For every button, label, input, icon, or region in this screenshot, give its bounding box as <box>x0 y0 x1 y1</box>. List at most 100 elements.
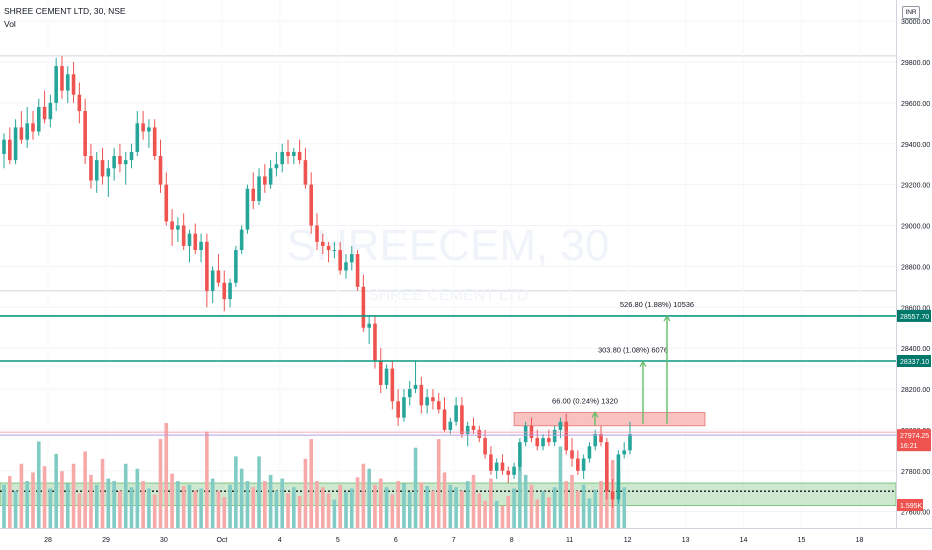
volume-bar <box>402 483 406 528</box>
candle-body <box>77 94 82 112</box>
time-tick-label: 28 <box>44 537 52 544</box>
time-tick-label: 15 <box>798 537 806 544</box>
key-level-label: 28557.70 <box>900 314 929 321</box>
volume-bar <box>251 487 256 528</box>
volume-bar <box>77 493 82 528</box>
price-tick-label: 29000.00 <box>901 224 930 231</box>
time-tick-label: 8 <box>510 537 514 544</box>
volume-bar <box>349 488 354 528</box>
candle-body <box>118 156 122 165</box>
candle-body <box>135 123 140 152</box>
currency-badge[interactable]: INR <box>902 6 920 19</box>
candle-body <box>19 127 24 140</box>
time-tick-label: 12 <box>624 537 632 544</box>
volume-bar <box>31 472 35 528</box>
volume-bar <box>48 488 53 528</box>
candle-body <box>274 164 279 169</box>
volume-bar <box>263 481 267 528</box>
measure-label: 66.00 (0.24%) 1320 <box>552 396 618 405</box>
candle-body <box>454 405 458 422</box>
price-tick-label: 28800.00 <box>901 264 930 271</box>
symbol-title[interactable]: SHREE CEMENT LTD, 30, NSE <box>4 6 126 16</box>
volume-bar <box>477 493 482 528</box>
candle-body <box>292 151 296 157</box>
candle-body <box>268 168 273 185</box>
volume-bar <box>419 482 424 528</box>
candle-body <box>361 286 366 328</box>
candle-body <box>587 446 592 459</box>
volume-bar <box>378 478 383 528</box>
volume-bar <box>593 489 598 528</box>
volume-bar <box>292 487 296 528</box>
candle-body <box>141 123 145 132</box>
candle-body <box>48 102 53 120</box>
support-zone <box>0 482 897 506</box>
volume-bar <box>71 463 76 528</box>
volume-bar <box>216 490 221 528</box>
time-tick-label: 11 <box>566 537 573 544</box>
candle-body <box>332 250 337 252</box>
volume-bar <box>361 463 366 528</box>
volume-label-bg <box>897 499 923 511</box>
volume-bar <box>7 476 12 528</box>
volume-bar <box>274 490 279 528</box>
candle-body <box>83 111 87 157</box>
volume-indicator-label[interactable]: Vol <box>4 19 16 29</box>
volume-bar <box>42 466 47 528</box>
volume-bar <box>332 499 337 528</box>
candle-body <box>523 425 528 443</box>
volume-bar <box>564 481 569 528</box>
volume-bar <box>390 494 395 528</box>
price-tick-label: 29600.00 <box>901 101 930 108</box>
drawn-zones <box>0 412 897 506</box>
price-tick-label: 28200.00 <box>901 387 930 394</box>
volume-bar <box>65 483 70 528</box>
candle-body <box>60 66 64 91</box>
measure-arrow-head <box>663 314 671 322</box>
volume-bar <box>576 490 580 528</box>
candle-body <box>552 429 557 443</box>
candle-body <box>448 421 453 430</box>
candle-body <box>442 409 447 430</box>
volume-bar <box>199 488 203 528</box>
candle-body <box>123 160 128 165</box>
candle-body <box>164 184 169 222</box>
volume-bar <box>257 456 261 528</box>
volume-bar <box>355 477 360 528</box>
candle-body <box>193 233 198 251</box>
time-tick-label: 13 <box>682 537 690 544</box>
volume-bar <box>228 484 232 528</box>
candle-body <box>373 323 377 361</box>
candle-body <box>320 241 325 246</box>
volume-bar <box>413 447 418 528</box>
volume-bar <box>36 441 41 528</box>
candle-body <box>494 462 499 471</box>
candle-body <box>581 458 586 471</box>
volume-bar <box>552 487 557 528</box>
candle-body <box>599 433 603 443</box>
candle-body <box>234 250 238 283</box>
candle-body <box>500 462 505 471</box>
price-tick-label: 29800.00 <box>901 60 930 67</box>
volume-bar <box>541 490 545 528</box>
candle-body <box>303 160 308 185</box>
volume-bar <box>129 487 134 528</box>
volume-bar <box>460 490 464 528</box>
candle-body <box>610 491 615 500</box>
volume-bar <box>210 478 215 528</box>
time-axis[interactable]: 28 29 30 Oct 4 5 6 7 8 11 12 13 14 15 18 <box>0 528 932 545</box>
price-axis[interactable]: 27600.0027800.0028000.0028200.0028400.00… <box>896 0 932 550</box>
volume-bar <box>297 495 302 528</box>
volume-bar <box>164 423 169 528</box>
candle-body <box>199 241 203 251</box>
candle-body <box>390 368 395 402</box>
volume-bar <box>558 446 563 528</box>
candle-body <box>535 438 540 447</box>
candle-body <box>36 106 41 132</box>
volume-bars <box>2 423 627 528</box>
volume-bar <box>187 484 192 528</box>
measure-arrow-head <box>639 360 647 367</box>
candle-body <box>477 429 482 439</box>
candle-body <box>147 127 151 132</box>
